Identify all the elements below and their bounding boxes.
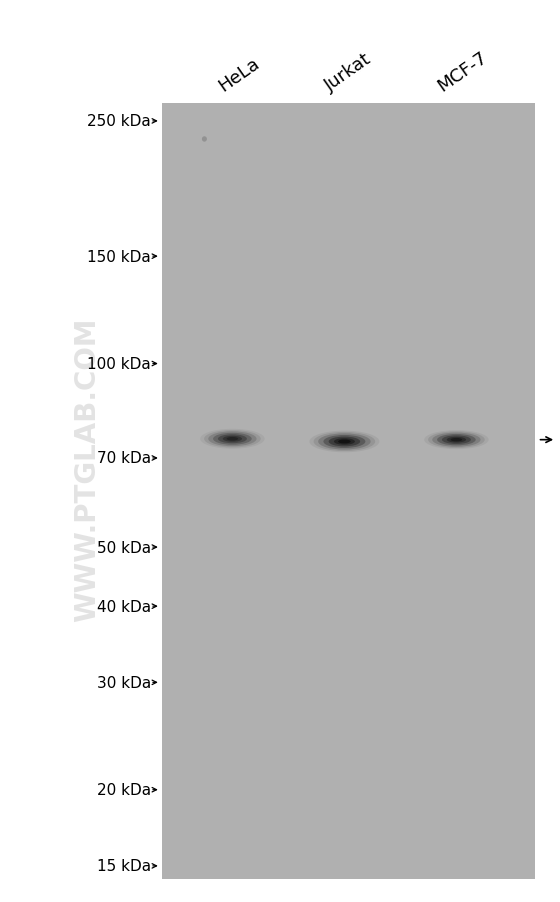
- Ellipse shape: [334, 438, 355, 446]
- Ellipse shape: [213, 433, 251, 446]
- Ellipse shape: [202, 137, 207, 143]
- Ellipse shape: [447, 437, 466, 443]
- Text: 50 kDa: 50 kDa: [97, 540, 151, 555]
- Ellipse shape: [200, 429, 264, 449]
- Ellipse shape: [451, 438, 462, 442]
- Text: 100 kDa: 100 kDa: [87, 356, 151, 372]
- Ellipse shape: [204, 430, 261, 448]
- Bar: [162, 104, 535, 879]
- Text: 150 kDa: 150 kDa: [87, 249, 151, 264]
- Ellipse shape: [428, 432, 485, 448]
- Text: 40 kDa: 40 kDa: [97, 599, 151, 614]
- Text: 30 kDa: 30 kDa: [97, 675, 151, 690]
- Ellipse shape: [218, 435, 247, 444]
- Text: HeLa: HeLa: [216, 54, 263, 95]
- Ellipse shape: [432, 433, 480, 447]
- Ellipse shape: [318, 434, 371, 450]
- Text: Jurkat: Jurkat: [322, 50, 375, 95]
- Ellipse shape: [223, 437, 242, 442]
- Text: MCF-7: MCF-7: [434, 48, 491, 95]
- Ellipse shape: [442, 436, 471, 445]
- Ellipse shape: [227, 437, 238, 441]
- Text: 20 kDa: 20 kDa: [97, 782, 151, 797]
- Ellipse shape: [323, 436, 365, 448]
- Text: 70 kDa: 70 kDa: [97, 451, 151, 466]
- Ellipse shape: [309, 431, 380, 453]
- Ellipse shape: [437, 435, 475, 446]
- Text: 15 kDa: 15 kDa: [97, 859, 151, 873]
- Ellipse shape: [329, 437, 360, 446]
- Text: WWW.PTGLAB.COM: WWW.PTGLAB.COM: [73, 317, 101, 621]
- Ellipse shape: [424, 431, 488, 449]
- Text: 250 kDa: 250 kDa: [87, 115, 151, 129]
- Ellipse shape: [338, 440, 351, 444]
- Ellipse shape: [208, 432, 256, 446]
- Ellipse shape: [314, 432, 375, 452]
